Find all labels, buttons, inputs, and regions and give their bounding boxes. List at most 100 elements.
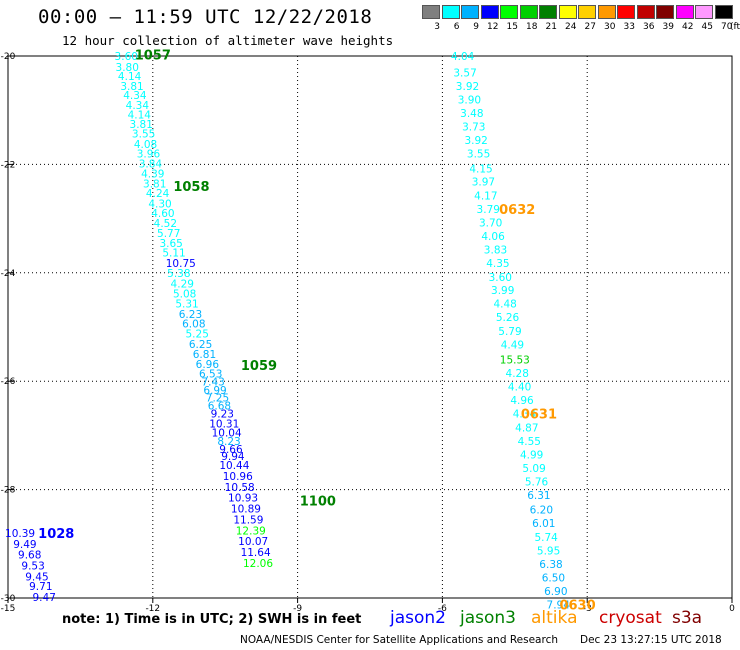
- wave-height-point: 3.57: [453, 67, 476, 79]
- generation-timestamp: Dec 23 13:27:15 UTC 2018: [580, 634, 722, 646]
- scale-swatch: [441, 5, 460, 19]
- scale-swatch: [695, 5, 713, 19]
- wave-height-point: 6.96: [196, 359, 220, 371]
- pass-number-label: 1028: [38, 527, 74, 542]
- pass-number-label: 1100: [300, 494, 336, 509]
- wave-height-point: 10.44: [219, 460, 249, 472]
- wave-height-point: 4.87: [515, 422, 538, 434]
- wave-height-point: 9.71: [29, 581, 52, 593]
- scale-swatch: [617, 5, 635, 19]
- scale-label: 21: [545, 22, 557, 32]
- pass-number-label: 0630: [559, 599, 595, 614]
- wave-height-point: 4.34: [513, 409, 537, 421]
- wave-height-point: 6.68: [208, 401, 231, 413]
- scale-swatch: [558, 5, 577, 19]
- y-tick-label: -30: [1, 594, 16, 604]
- scale-label: 9: [473, 22, 479, 32]
- scale-swatch: [539, 5, 557, 19]
- mission-legend-cryosat: cryosat: [599, 608, 662, 628]
- wave-height-point: 3.55: [467, 149, 490, 161]
- wave-height-point: 4.14: [128, 110, 152, 122]
- credit-line: NOAA/NESDIS Center for Satellite Applica…: [240, 634, 558, 646]
- wave-height-point: 5.25: [186, 329, 209, 341]
- wave-height-point: 3.81: [120, 81, 143, 93]
- wave-height-point: 5.26: [496, 312, 520, 324]
- scale-swatch: [422, 5, 440, 19]
- wave-height-point: 4.48: [493, 299, 516, 311]
- wave-height-point: 9.47: [33, 592, 56, 604]
- scale-swatch: [597, 5, 616, 19]
- wave-height-point: 7.94: [547, 600, 571, 612]
- wave-height-point: 3.92: [456, 81, 479, 93]
- wave-height-point: 6.31: [527, 490, 550, 502]
- wave-height-point: 11.64: [241, 547, 271, 559]
- wave-height-point: 4.34: [123, 90, 147, 102]
- wave-height-point: 4.96: [510, 395, 534, 407]
- wave-height-point: 4.52: [154, 218, 177, 230]
- wave-height-point: 3.81: [143, 178, 166, 190]
- mission-legend-altika: altika: [531, 608, 578, 628]
- wave-height-point: 6.81: [193, 349, 216, 361]
- wave-height-point: 3.70: [479, 217, 502, 229]
- scale-label: 30: [604, 22, 616, 32]
- wave-height-point: 9.94: [221, 451, 245, 463]
- scale-label: 70: [721, 22, 733, 32]
- wave-height-point: 3.81: [130, 119, 153, 131]
- scale-label: 36: [643, 22, 655, 32]
- wave-height-point: 4.40: [508, 382, 531, 394]
- wave-height-point: 4.17: [474, 190, 497, 202]
- wave-height-point: 5.31: [175, 299, 198, 311]
- scale-label: 24: [565, 22, 577, 32]
- wave-height-point: 4.34: [126, 100, 150, 112]
- pass-number-label: 1058: [173, 180, 209, 195]
- axes: -15 -12 -9 -6 -3 0-20-22-24-26-28-30: [1, 52, 735, 614]
- wave-height-point: 6.38: [539, 559, 562, 571]
- wave-height-point: 5.79: [498, 326, 521, 338]
- scale-swatch: [656, 5, 674, 19]
- pass-number-label: 0632: [499, 203, 535, 218]
- wave-height-point: 5.95: [537, 545, 560, 557]
- scale-label: 6: [453, 22, 460, 32]
- scale-swatch: [500, 5, 518, 19]
- wave-height-point: 4.35: [486, 258, 509, 270]
- wave-height-point: 5.76: [525, 476, 549, 488]
- wave-height-point: 4.15: [469, 164, 492, 176]
- x-tick-label: 0: [729, 604, 735, 614]
- wave-height-point: 12.06: [243, 558, 273, 570]
- wave-height-point: 6.53: [199, 369, 222, 381]
- wave-height-point: 5.77: [157, 228, 180, 240]
- wave-height-point: 4.30: [148, 198, 171, 210]
- wave-height-point: 4.08: [134, 139, 157, 151]
- pass-number-label: 0631: [521, 408, 557, 423]
- wave-height-point: 11.59: [233, 514, 263, 526]
- wave-height-point: 7.25: [206, 392, 229, 404]
- wave-height-point: 3.60: [489, 272, 512, 284]
- wave-height-point: 3.99: [491, 285, 514, 297]
- scale-label: 42: [682, 22, 694, 32]
- wave-height-point: 15.53: [500, 355, 530, 367]
- x-tick-label: -12: [145, 604, 160, 614]
- mission-legend-s3a: s3a: [672, 608, 703, 628]
- wave-height-point: 4.14: [118, 71, 142, 83]
- scale-label: 27: [584, 22, 596, 32]
- wave-height-point: 4.60: [151, 208, 174, 220]
- wave-height-point: 3.65: [159, 238, 182, 250]
- wave-height-point: 3.55: [132, 129, 155, 141]
- wave-height-point: 4.24: [146, 188, 170, 200]
- scale-swatch: [461, 5, 479, 19]
- pass-labels: 1057 1058 1059 1100 1028 0632 0631 0630: [38, 48, 595, 613]
- scale-swatch: [714, 5, 733, 19]
- x-tick-label: -6: [438, 604, 447, 614]
- wave-height-point: 9.49: [13, 539, 36, 551]
- page-subtitle: 12 hour collection of altimeter wave hei…: [62, 33, 394, 48]
- pass-number-label: 1057: [135, 48, 171, 63]
- wave-height-point: 4.04: [451, 51, 475, 63]
- scale-swatch: [675, 5, 694, 19]
- wave-height-point: 6.20: [530, 505, 553, 517]
- wave-height-point: 9.45: [25, 571, 48, 583]
- mission-legend-jason3: jason3: [460, 608, 516, 628]
- wave-height-point: 9.53: [21, 560, 44, 572]
- wave-height-point: 3.80: [116, 62, 139, 74]
- wave-height-point: 4.39: [141, 169, 164, 181]
